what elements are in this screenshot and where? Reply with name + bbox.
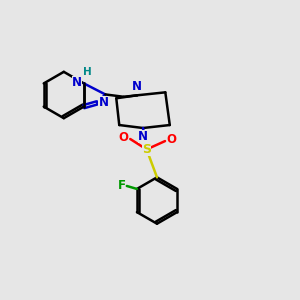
Text: N: N xyxy=(98,96,109,110)
Text: O: O xyxy=(167,133,177,146)
Text: S: S xyxy=(142,143,151,156)
Text: O: O xyxy=(119,131,129,144)
Text: H: H xyxy=(83,67,92,77)
Text: N: N xyxy=(72,76,82,89)
Text: F: F xyxy=(118,179,125,193)
Text: N: N xyxy=(138,130,148,143)
Text: N: N xyxy=(131,80,142,94)
